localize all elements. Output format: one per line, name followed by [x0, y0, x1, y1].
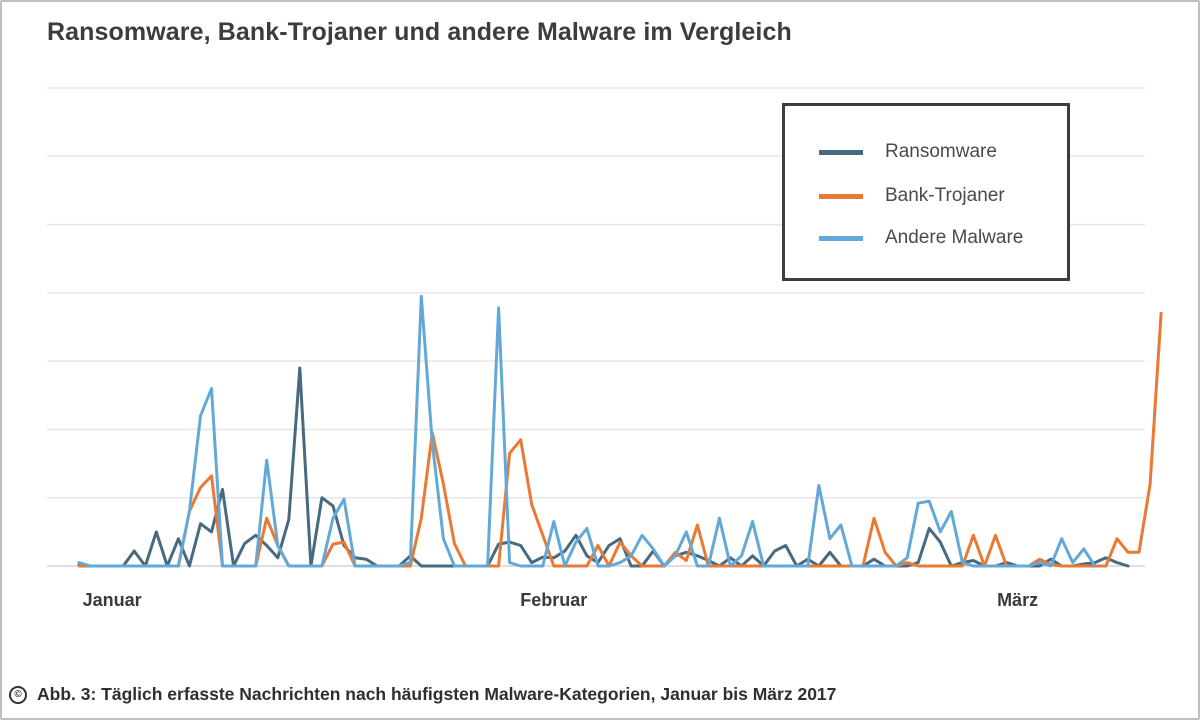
series-line-andere-malware	[77, 294, 1097, 568]
legend-swatch-ransomware	[819, 149, 863, 155]
legend-swatch-bank-trojaner	[819, 193, 863, 199]
legend-item-bank-trojaner: Bank-Trojaner	[819, 184, 1005, 208]
legend-swatch-andere-malware	[819, 235, 863, 241]
series-line-ransomware	[77, 366, 1130, 568]
series-line-bank-trojaner	[77, 311, 1163, 568]
legend-label-ransomware: Ransomware	[885, 141, 997, 162]
legend-item-ransomware: Ransomware	[819, 140, 997, 164]
x-tick-label: März	[997, 590, 1039, 610]
copyright-icon: ©	[9, 685, 27, 704]
legend-item-andere-malware: Andere Malware	[819, 226, 1023, 250]
chart-title: Ransomware, Bank-Trojaner und andere Mal…	[47, 18, 792, 46]
figure-caption: © Abb. 3: Täglich erfasste Nachrichten n…	[9, 684, 836, 705]
legend-label-andere-malware: Andere Malware	[885, 227, 1024, 248]
x-tick-label: Januar	[82, 590, 142, 610]
legend-label-bank-trojaner: Bank-Trojaner	[885, 185, 1005, 206]
chart-legend: Ransomware Bank-Trojaner Andere Malware	[782, 103, 1070, 281]
x-tick-label: Februar	[520, 590, 588, 610]
caption-text: Abb. 3: Täglich erfasste Nachrichten nac…	[37, 684, 837, 704]
